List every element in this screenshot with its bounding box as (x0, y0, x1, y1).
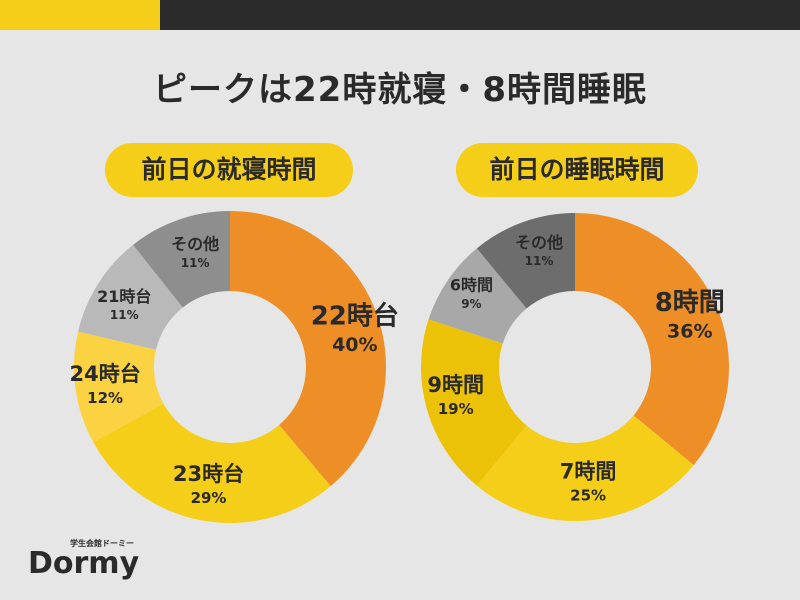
slice-0-1 (93, 403, 331, 523)
slice-0-3 (78, 244, 183, 350)
page-title: ピークは22時就寝・8時間睡眠 (153, 70, 647, 110)
logo-tagline: 学生会館ドーミー (70, 539, 134, 548)
slice-value-1-0: 36% (667, 320, 712, 342)
slice-1-3 (428, 248, 527, 344)
bedtime-donut: 22時台 40% 23時台 29% 24時台 12% 21時台 11% その他 11% (69, 211, 399, 523)
slice-value-1-1: 25% (570, 486, 606, 504)
slice-value-1-4: 11% (525, 254, 554, 268)
slice-label-1-0: 8時間 (655, 288, 725, 318)
slice-0-2 (74, 331, 164, 443)
slice-label-1-3: 6時間 (450, 276, 493, 295)
top-header-bar (160, 0, 800, 30)
slice-0-4 (133, 211, 230, 308)
slice-1-4 (476, 213, 575, 309)
dormy-logo: 学生会館ドーミー Dormy (28, 536, 148, 586)
slice-0-0 (230, 211, 387, 487)
slice-1-0 (575, 213, 729, 466)
slice-value-0-0: 40% (332, 334, 377, 356)
logo-wordmark: Dormy (28, 546, 140, 581)
slice-label-1-2: 9時間 (427, 373, 484, 397)
slice-label-1-4: その他 (515, 233, 563, 252)
slice-value-0-4: 11% (181, 256, 210, 270)
slice-1-1 (476, 415, 694, 521)
slice-label-1-1: 7時間 (560, 459, 617, 483)
slice-label-0-2: 24時台 (69, 362, 140, 386)
slice-value-0-2: 12% (87, 389, 123, 407)
slice-value-0-1: 29% (191, 489, 227, 507)
chart-title-bedtime: 前日の就寝時間 (105, 143, 353, 197)
slice-label-0-4: その他 (171, 235, 219, 254)
slice-label-0-1: 23時台 (173, 462, 244, 486)
chart-title-sleep-duration: 前日の睡眠時間 (456, 143, 698, 197)
slice-value-0-3: 11% (110, 308, 139, 322)
slice-label-0-3: 21時台 (97, 287, 151, 306)
slice-1-2 (421, 319, 527, 486)
slice-value-1-2: 19% (438, 400, 474, 418)
top-accent-bar (0, 0, 160, 30)
slice-value-1-3: 9% (461, 297, 481, 311)
slice-label-0-0: 22時台 (311, 300, 399, 331)
